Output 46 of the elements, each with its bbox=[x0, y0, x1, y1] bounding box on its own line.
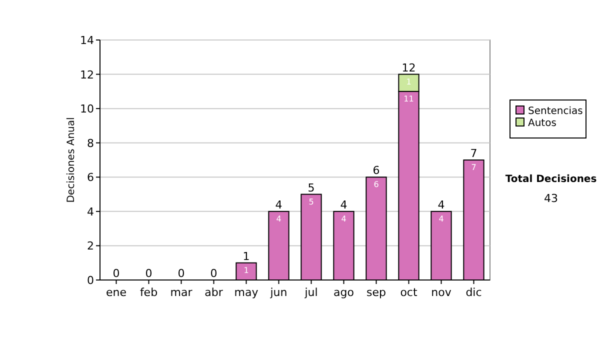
x-tick-label: nov bbox=[431, 286, 452, 299]
data-label: 5 bbox=[308, 197, 314, 206]
total-label: 12 bbox=[402, 61, 416, 74]
data-label: 1 bbox=[244, 266, 249, 275]
y-tick-label: 0 bbox=[87, 274, 94, 287]
total-label: 4 bbox=[340, 198, 348, 212]
total-label: 1 bbox=[242, 250, 250, 263]
y-tick-label: 2 bbox=[87, 240, 94, 253]
y-tick-label: 6 bbox=[87, 171, 94, 184]
data-label: 4 bbox=[341, 214, 346, 224]
x-tick-label: dic bbox=[466, 286, 482, 299]
data-label: 11 bbox=[404, 94, 414, 104]
x-tick-label: oct bbox=[400, 286, 418, 299]
data-label: 4 bbox=[276, 214, 282, 224]
x-tick-label: may bbox=[234, 286, 259, 299]
legend-label: Autos bbox=[528, 118, 556, 129]
x-tick-label: mar bbox=[170, 286, 193, 299]
x-tick-label: sep bbox=[366, 286, 386, 299]
x-tick-label: abr bbox=[204, 286, 224, 299]
y-axis-title: Decisiones Anual bbox=[66, 117, 77, 203]
total-label: 4 bbox=[275, 198, 282, 212]
y-tick-label: 4 bbox=[87, 205, 94, 218]
total-label: 6 bbox=[372, 164, 380, 178]
total-label: 5 bbox=[308, 181, 315, 194]
x-tick-label: ene bbox=[106, 286, 127, 299]
y-tick-label: 10 bbox=[80, 102, 94, 116]
x-tick-label: jun bbox=[269, 286, 288, 299]
total-label: 0 bbox=[112, 267, 120, 280]
x-tick-label: jul bbox=[304, 286, 318, 299]
x-tick-label: feb bbox=[140, 286, 158, 299]
total-label: 0 bbox=[145, 267, 152, 280]
total-label: 0 bbox=[178, 267, 185, 280]
total-label: 0 bbox=[210, 267, 218, 280]
y-tick-label: 12 bbox=[80, 68, 94, 82]
y-tick-label: 14 bbox=[80, 34, 94, 47]
y-tick-label: 8 bbox=[87, 136, 94, 150]
data-label: 7 bbox=[471, 163, 476, 172]
x-tick-label: ago bbox=[334, 286, 354, 299]
total-label: 7 bbox=[470, 147, 478, 160]
data-label: 6 bbox=[374, 180, 379, 190]
data-label: 4 bbox=[438, 214, 444, 224]
data-label: 1 bbox=[406, 77, 412, 86]
text: Total Decisiones bbox=[505, 174, 597, 185]
text: 43 bbox=[544, 192, 558, 205]
legend-label: Sentencias bbox=[528, 106, 583, 117]
total-label: 4 bbox=[438, 198, 445, 212]
